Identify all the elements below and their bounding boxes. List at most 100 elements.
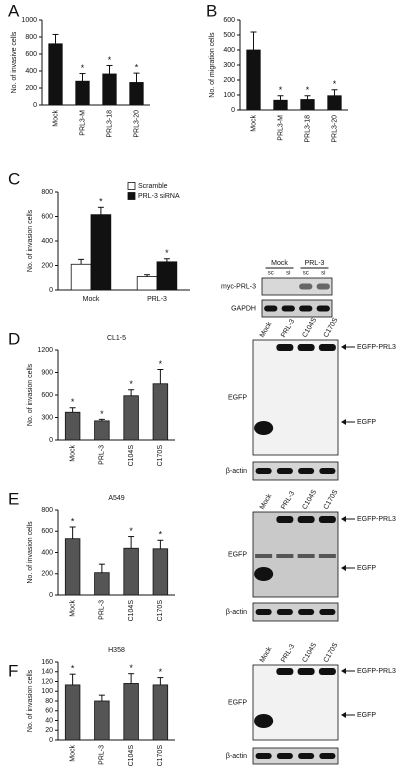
blot-band (316, 283, 330, 290)
blot-row-label: EGFP (228, 551, 247, 558)
arrow-label: EGFP-PRL3 (357, 516, 396, 523)
significance-mark: * (159, 530, 163, 540)
significance-mark: * (129, 663, 133, 673)
bar (64, 411, 81, 441)
significance-mark: * (159, 359, 163, 369)
arrow-label: EGFP (357, 419, 376, 426)
significance-mark: * (71, 516, 75, 526)
y-tick-label: 900 (41, 369, 53, 376)
bar (123, 683, 139, 741)
bar (152, 684, 169, 741)
y-tick-label: 0 (49, 737, 53, 744)
y-tick-label: 800 (41, 507, 53, 514)
blot-panel (252, 461, 339, 481)
y-tick-label: 0 (231, 107, 235, 114)
bar (48, 43, 63, 106)
y-tick-label: 200 (25, 85, 37, 92)
blot-band (298, 609, 315, 615)
bar (94, 700, 110, 741)
blot-band (316, 305, 330, 312)
blot-row-label: β-actin (226, 753, 247, 760)
blot-row-label: β-actin (226, 468, 247, 475)
y-tick-label: 80 (45, 698, 53, 705)
blot-band (297, 344, 315, 351)
y-tick-label: 1000 (21, 17, 37, 24)
blot-lane-label: sc (268, 271, 274, 277)
x-tick-label: C170S (157, 600, 164, 622)
y-tick-label: 60 (45, 708, 53, 715)
significance-mark: * (100, 409, 104, 419)
blot-row-label: myc-PRL-3 (221, 283, 256, 290)
x-tick-label: C170S (157, 445, 164, 467)
significance-mark: * (71, 397, 75, 407)
y-axis-label: No. of invasion cells (27, 521, 34, 584)
blot-band (255, 753, 272, 759)
significance-mark: * (108, 55, 112, 65)
blot-panel (261, 299, 333, 318)
bar (152, 383, 169, 441)
bar (64, 538, 81, 596)
y-tick-label: 400 (25, 68, 37, 75)
blot-band (319, 468, 336, 474)
x-tick-label: C104S (128, 745, 135, 767)
blot-band (281, 305, 295, 312)
blot-band (276, 668, 294, 675)
legend-swatch (127, 182, 136, 190)
y-tick-label: 100 (223, 92, 235, 99)
bar (327, 95, 342, 111)
blot-band (319, 753, 336, 759)
blot-panel (252, 664, 339, 741)
blot-lane-label: si (321, 271, 325, 277)
significance-mark: * (165, 248, 169, 258)
y-tick-label: 400 (223, 47, 235, 54)
blot-row-label: GAPDH (231, 305, 256, 312)
y-axis-label: No. of invasion cells (27, 209, 34, 272)
x-tick-label: PRL3-20 (331, 115, 338, 143)
blot-lane-label: Mock (259, 493, 274, 511)
significance-mark: * (306, 85, 310, 95)
blot-band (276, 609, 293, 615)
legend-swatch (127, 192, 136, 200)
blot-band (318, 554, 336, 558)
y-tick-label: 200 (41, 571, 53, 578)
panel-letter: C (8, 169, 20, 188)
blot-band (299, 305, 313, 312)
x-tick-label: PRL3-18 (106, 110, 113, 138)
y-tick-label: 140 (41, 669, 53, 676)
y-tick-label: 100 (41, 688, 53, 695)
y-tick-label: 800 (41, 189, 53, 196)
blot-panel (252, 339, 339, 456)
blot-lane-label: C170S (323, 317, 340, 339)
blot-band (254, 567, 274, 581)
x-tick-label: Mock (69, 600, 76, 617)
bar (273, 99, 288, 111)
blot-band (299, 283, 313, 290)
panel-letter: F (8, 661, 18, 680)
blot-group-label: Mock (271, 260, 288, 267)
x-tick-label: PRL3-M (79, 110, 86, 136)
x-tick-label: PRL-3 (99, 745, 106, 765)
blot-band (276, 554, 294, 558)
bar (70, 263, 92, 291)
blot-panel (252, 747, 339, 765)
y-tick-label: 160 (41, 659, 53, 666)
y-tick-label: 300 (41, 414, 53, 421)
y-tick-label: 200 (223, 77, 235, 84)
blot-band (319, 609, 336, 615)
y-tick-label: 0 (33, 102, 37, 109)
blot-lane-label: C170S (323, 489, 340, 511)
y-tick-label: 400 (41, 238, 53, 245)
bar (156, 261, 178, 291)
blot-band (297, 554, 315, 558)
arrow-head (341, 712, 346, 718)
x-tick-label: Mock (250, 115, 257, 132)
significance-mark: * (159, 667, 163, 677)
y-tick-label: 0 (49, 592, 53, 599)
chart-title: CL1-5 (107, 335, 126, 342)
blot-lane-label: C104S (301, 489, 318, 511)
blot-band (254, 714, 274, 728)
blot-lane-label: C104S (301, 317, 318, 339)
y-axis-label: No. of migration cells (209, 32, 216, 98)
significance-mark: * (81, 63, 85, 73)
